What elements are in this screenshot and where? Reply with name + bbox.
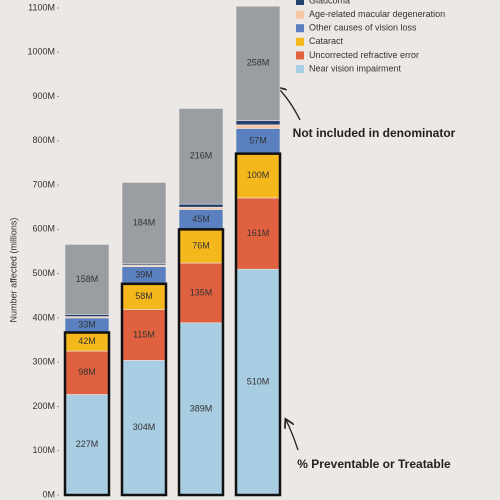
legend-label: Glaucoma — [309, 0, 350, 5]
y-tick-label: 200M — [32, 401, 55, 411]
value-label: 135M — [190, 287, 213, 297]
value-label: 216M — [190, 151, 213, 161]
value-label: 39M — [135, 270, 153, 280]
bar-segment — [178, 203, 224, 208]
bar-segment — [235, 5, 281, 121]
value-label: 98M — [78, 367, 96, 377]
y-tick-label: 400M — [32, 312, 55, 322]
y-axis-label: Number affected (millions) — [8, 218, 18, 323]
value-label: 510M — [247, 376, 270, 386]
bar-segment — [178, 206, 224, 210]
value-label: 389M — [190, 403, 213, 413]
value-label: 258M — [247, 58, 270, 68]
value-label: 33M — [78, 320, 96, 330]
y-tick-label: 1100M — [28, 2, 55, 12]
bar-segment — [235, 268, 281, 496]
bar-segment — [64, 314, 110, 317]
bar-segment — [235, 128, 281, 154]
bar-segment — [178, 229, 224, 264]
bar-segment — [178, 322, 224, 496]
preventable-outline — [120, 282, 168, 497]
value-label: 76M — [192, 241, 210, 251]
legend-swatch — [296, 10, 304, 19]
preventable-outline — [177, 228, 225, 497]
y-tick-label: 100M — [32, 445, 55, 455]
bar-segment — [178, 262, 224, 324]
legend-label: Age-related macular degeneration — [309, 9, 445, 19]
value-label: 304M — [133, 422, 156, 432]
value-label: 115M — [133, 329, 155, 339]
value-label: 100M — [247, 170, 270, 180]
arrow — [286, 420, 299, 451]
legend-label: Cataract — [309, 36, 344, 46]
value-label: 45M — [192, 214, 210, 224]
bar-segment — [121, 283, 167, 310]
bar-segment — [235, 124, 281, 129]
y-tick-label: 500M — [32, 268, 55, 278]
y-tick-label: 600M — [32, 224, 55, 234]
legend-swatch — [296, 0, 304, 5]
preventable-outline — [234, 152, 282, 497]
bar-segment — [235, 153, 281, 199]
legend-label: Other causes of vision loss — [309, 23, 417, 33]
value-label: 42M — [78, 336, 96, 346]
bar-segment — [235, 197, 281, 270]
value-label: 58M — [135, 291, 153, 301]
annotation: Not included in denominator — [293, 126, 456, 140]
legend-swatch — [296, 37, 304, 46]
legend-swatch — [296, 24, 304, 33]
legend-swatch — [296, 65, 304, 73]
value-label: 57M — [249, 135, 267, 145]
value-label: 158M — [76, 274, 99, 284]
bar-segment — [64, 244, 110, 315]
legend-label: Near vision impairment — [309, 63, 402, 73]
preventable-outline — [63, 331, 111, 497]
bar-segment — [178, 108, 224, 205]
y-tick-label: 0M — [42, 489, 55, 499]
y-tick-label: 300M — [32, 357, 55, 367]
value-label: 227M — [76, 439, 99, 449]
y-tick-label: 800M — [32, 135, 55, 145]
legend-swatch — [296, 51, 304, 60]
legend-label: Uncorrected refractive error — [309, 50, 419, 60]
value-label: 184M — [133, 218, 156, 228]
bar-segment — [121, 309, 167, 361]
y-tick-label: 700M — [32, 179, 55, 189]
bar-segment — [235, 120, 281, 126]
value-label: 161M — [247, 228, 270, 238]
bar-segment — [121, 182, 167, 265]
annotation: % Preventable or Treatable — [297, 457, 451, 471]
arrow — [278, 88, 301, 121]
y-tick-label: 1000M — [27, 47, 55, 57]
y-tick-label: 900M — [32, 91, 55, 101]
bar-segment — [64, 394, 110, 496]
